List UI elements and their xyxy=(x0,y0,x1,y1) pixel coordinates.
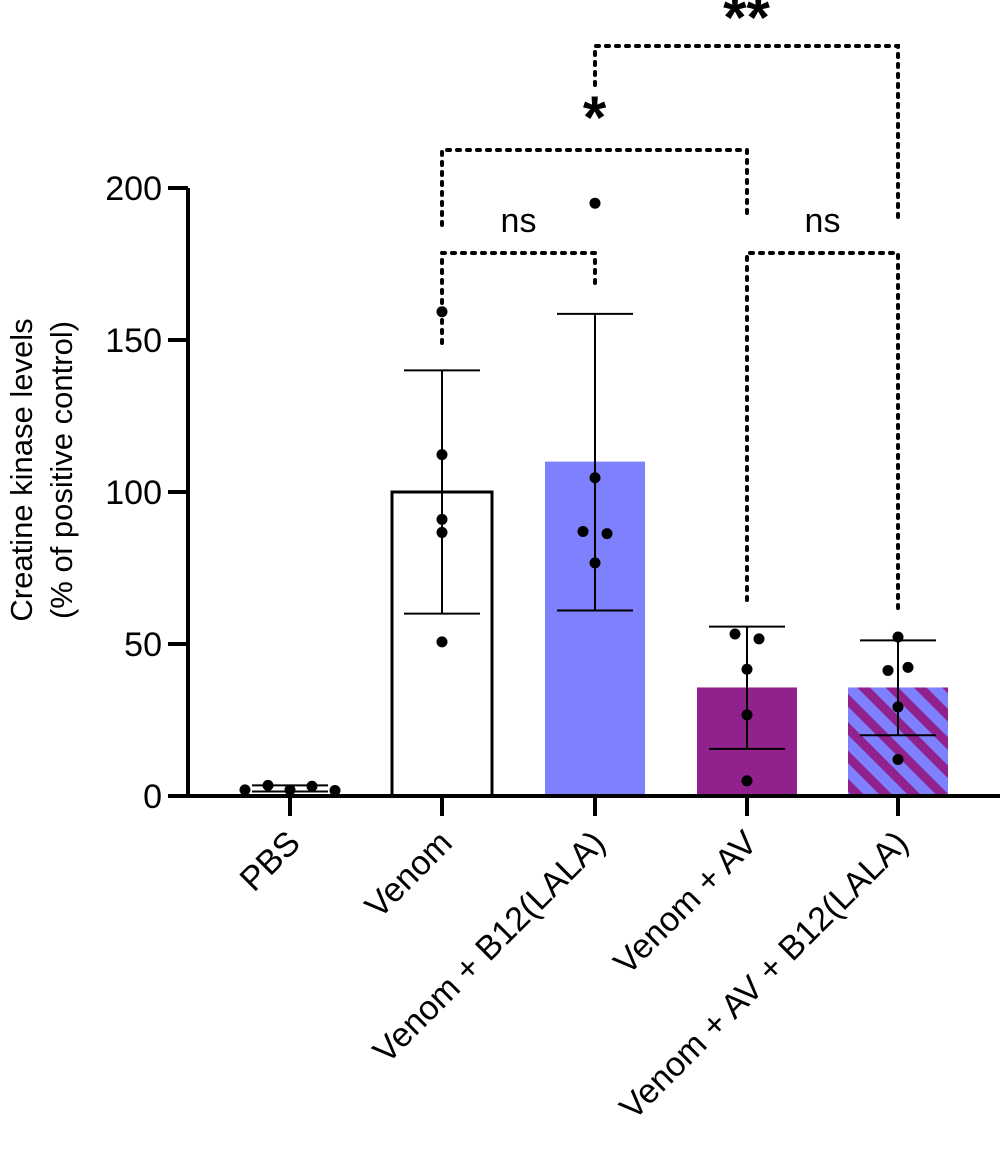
significance-label-1: ns xyxy=(805,202,841,240)
data-point-3-4 xyxy=(741,775,753,787)
y-tick-label-50: 50 xyxy=(124,626,162,664)
data-point-4-4 xyxy=(892,754,904,766)
significance-label-2: * xyxy=(583,84,607,151)
data-point-0-1 xyxy=(262,779,274,791)
data-point-0-2 xyxy=(284,784,296,796)
data-point-2-2 xyxy=(577,526,589,538)
bars-group xyxy=(240,461,948,798)
significance-bracket-0 xyxy=(440,251,597,345)
data-point-3-2 xyxy=(741,663,753,675)
significance-bracket-1 xyxy=(745,251,900,615)
y-tick-label-100: 100 xyxy=(105,474,162,512)
y-tick-label-0: 0 xyxy=(143,778,162,816)
data-point-3-0 xyxy=(729,628,741,640)
x-tick-label-0: PBS xyxy=(233,824,308,899)
data-point-2-4 xyxy=(589,557,601,569)
y-axis-label: Creatine kinase levels (% of positive con… xyxy=(4,318,79,621)
y-tick-label-150: 150 xyxy=(105,322,162,360)
significance-group: ns ns*** xyxy=(440,0,900,615)
data-point-4-0 xyxy=(892,631,904,643)
axes-group: 0 50 100 150 200 xyxy=(105,170,1000,816)
data-point-0-3 xyxy=(306,780,318,792)
significance-label-3: ** xyxy=(723,0,770,51)
significance-bracket-2 xyxy=(440,148,749,227)
x-tick-label-3: Venom + AV xyxy=(607,824,765,982)
data-point-2-1 xyxy=(589,472,601,484)
data-point-0-0 xyxy=(239,784,251,796)
significance-label-0: ns xyxy=(501,202,537,240)
x-tick-label-4: Venom + AV + B12(LALA) xyxy=(613,824,916,1127)
error-bars-group xyxy=(252,312,936,793)
data-point-3-3 xyxy=(741,709,753,721)
data-point-1-4 xyxy=(436,636,448,648)
data-point-1-2 xyxy=(436,513,448,525)
data-points-group xyxy=(239,197,914,797)
y-tick-label-200: 200 xyxy=(105,170,162,208)
data-point-1-3 xyxy=(436,526,448,538)
x-tick-label-1: Venom xyxy=(358,824,460,926)
data-point-0-4 xyxy=(329,785,341,797)
data-point-4-1 xyxy=(902,661,914,673)
significance-bracket-3 xyxy=(593,44,900,224)
y-axis-label-line-0: Creatine kinase levels xyxy=(4,318,39,621)
data-point-1-1 xyxy=(436,449,448,461)
data-point-4-2 xyxy=(882,664,894,676)
data-point-4-3 xyxy=(892,701,904,713)
y-axis-label-line-1: (% of positive control) xyxy=(44,321,79,619)
data-point-2-3 xyxy=(601,528,613,540)
data-point-2-0 xyxy=(589,197,601,209)
data-point-3-1 xyxy=(753,633,765,645)
